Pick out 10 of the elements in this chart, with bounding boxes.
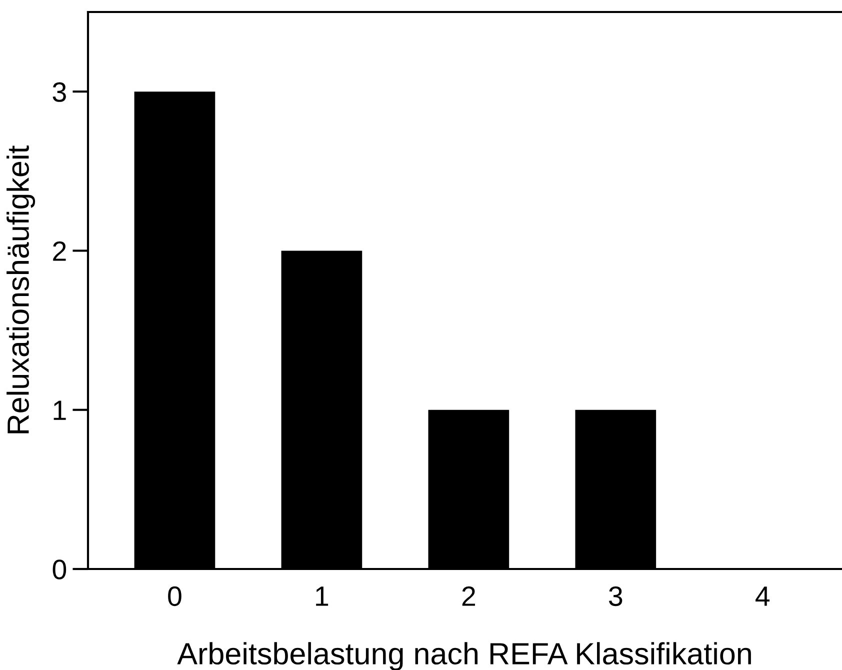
x-tick-label: 4	[756, 586, 770, 606]
y-tick-label: 2	[53, 241, 66, 261]
x-tick-label: 2	[462, 586, 476, 606]
y-tick-label: 3	[52, 82, 66, 102]
y-axis-title: Reluxationshäufigkeit	[6, 145, 36, 434]
y-tick-label: 1	[54, 400, 66, 420]
x-tick-label: 1	[316, 586, 328, 606]
x-tick-label: 0	[168, 586, 182, 606]
x-tick-label: 3	[608, 586, 622, 606]
y-tick-label: 0	[52, 560, 66, 580]
